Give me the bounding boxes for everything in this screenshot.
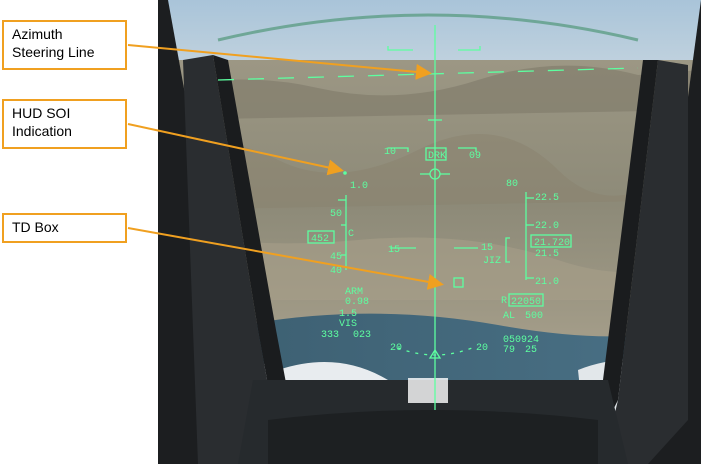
alt-21-0: 21.0	[535, 277, 559, 288]
airspeed-box	[307, 230, 335, 244]
range-right: 023	[353, 330, 371, 341]
radar-alt-box	[508, 293, 544, 307]
airspeed-lower: 45	[330, 252, 342, 263]
alt-22-5: 22.5	[535, 193, 559, 204]
altitude-box	[530, 234, 572, 248]
callout-azimuth-steering-line: Azimuth Steering Line	[2, 20, 127, 70]
hud-display: 10 09 DRK 1.0 50 C 452 45 40 80 22.5 22.…	[217, 25, 639, 410]
td-box	[453, 277, 464, 288]
roll-pointer-icon	[428, 348, 442, 359]
radar-alt-label: R	[501, 296, 507, 307]
leader-td-box	[127, 227, 444, 290]
vis-number: 1.5	[339, 309, 357, 320]
arm-label: ARM	[345, 287, 363, 298]
range-left: 333	[321, 330, 339, 341]
cockpit-view: 10 09 DRK 1.0 50 C 452 45 40 80 22.5 22.…	[158, 0, 701, 464]
airspeed-bottom: 40	[330, 266, 342, 277]
al-label: AL	[503, 311, 515, 322]
airspeed-box-value: 452	[311, 234, 329, 245]
scale-top-left: 1.0	[350, 181, 368, 192]
altitude-box-value: 21.720	[534, 238, 570, 249]
callout-td-box: TD Box	[2, 213, 127, 243]
heading-box	[425, 147, 447, 161]
callout-hud-soi-indication: HUD SOI Indication	[2, 99, 127, 149]
al-value: 500	[525, 311, 543, 322]
bottom-left-value: 79	[503, 345, 515, 356]
pitch-right-upper: 09	[469, 151, 481, 162]
leader-azimuth	[127, 44, 432, 80]
roll-right: 20	[476, 343, 488, 354]
roll-left: 20	[390, 343, 402, 354]
cockpit-scene	[158, 0, 701, 464]
callout-line: Azimuth	[12, 26, 63, 42]
time-value: 050924	[503, 335, 539, 346]
airspeed-upper: 50	[330, 209, 342, 220]
jiz-label: JIZ	[483, 256, 501, 267]
roll-scale	[397, 347, 473, 356]
hud-soi-indicator-icon	[343, 171, 347, 175]
pitch-left-upper: 10	[384, 147, 396, 158]
callout-line: HUD SOI	[12, 105, 71, 121]
alt-22-0: 22.0	[535, 221, 559, 232]
callout-line: Indication	[12, 123, 72, 139]
radar-alt-value: 22050	[511, 297, 541, 308]
altitude-top: 80	[506, 179, 518, 190]
pitch-15-right: 15	[481, 243, 493, 254]
bottom-right-value: 25	[525, 345, 537, 356]
heading-box-text: DRK	[428, 151, 446, 162]
airspeed-mark: C	[348, 229, 354, 240]
vis-label: VIS	[339, 319, 357, 330]
callout-line: TD Box	[12, 219, 59, 235]
pitch-15-left: 15	[388, 245, 400, 256]
callout-line: Steering Line	[12, 44, 95, 60]
mach-value: 0.98	[345, 297, 369, 308]
alt-21-5: 21.5	[535, 249, 559, 260]
leader-soi	[127, 123, 344, 176]
